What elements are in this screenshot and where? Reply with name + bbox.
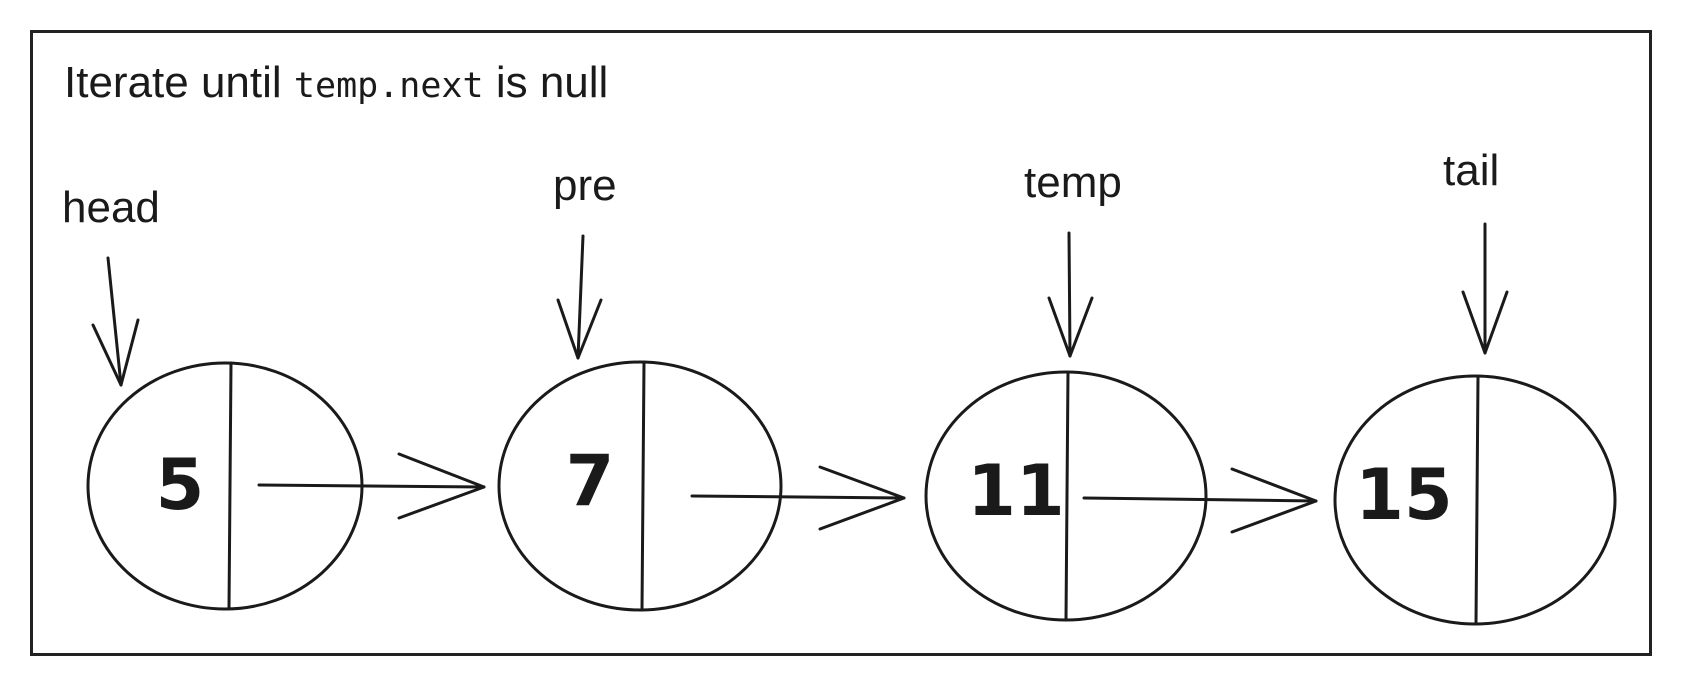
node-1-outline — [497, 360, 783, 612]
caption-prefix: Iterate until — [64, 58, 282, 107]
node-2-value: 11 — [967, 450, 1064, 532]
list-node-3 — [1333, 374, 1617, 626]
node-3-divider — [1474, 375, 1480, 625]
node-1-divider — [640, 360, 646, 612]
pointer-label-tail: tail — [1443, 146, 1499, 195]
list-node-2 — [924, 370, 1208, 622]
pointer-arrow-tail — [1461, 222, 1509, 355]
list-node-1 — [497, 360, 783, 612]
caption: Iterate until temp.next is null — [64, 58, 608, 108]
pointer-label-temp: temp — [1024, 158, 1122, 207]
caption-code: temp.next — [293, 66, 484, 106]
node-2-divider — [1064, 370, 1070, 621]
node-0-value: 5 — [156, 444, 205, 526]
caption-suffix: is null — [495, 58, 609, 107]
next-arrow-2 — [1082, 467, 1318, 534]
pointer-label-head: head — [62, 183, 160, 232]
pointer-arrow-temp — [1047, 231, 1094, 358]
next-arrow-1 — [690, 465, 906, 531]
pointer-arrow-pre — [556, 234, 603, 360]
next-arrow-0 — [257, 452, 486, 520]
node-1-value: 7 — [566, 440, 615, 522]
diagram-frame — [30, 30, 1652, 656]
pointer-label-pre: pre — [553, 161, 617, 210]
node-3-value: 15 — [1355, 454, 1452, 536]
pointer-arrow-head — [91, 256, 140, 387]
node-0-divider — [227, 361, 233, 611]
